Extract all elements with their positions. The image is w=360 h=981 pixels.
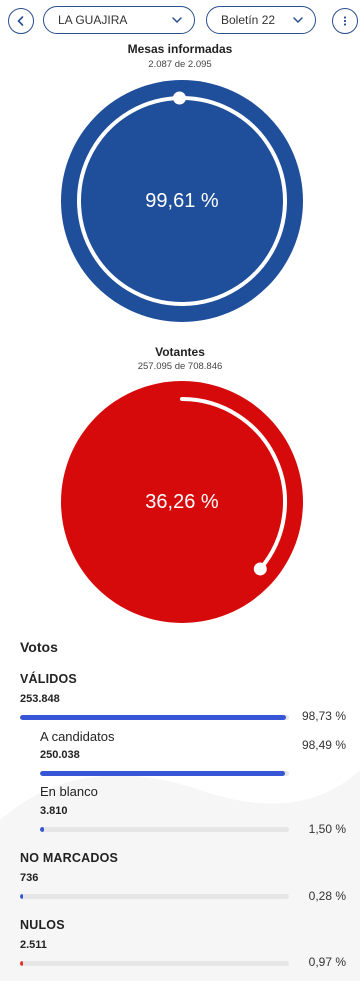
votos-title: Votos <box>20 639 58 655</box>
votantes-subtitle: 257.095 de 708.846 <box>137 361 223 372</box>
nulos-bar <box>20 961 289 966</box>
candidatos-bar-fill <box>40 771 286 776</box>
candidatos-count: 250.038 <box>40 749 80 761</box>
chevron-down-icon <box>172 17 182 24</box>
chevron-left-icon <box>17 16 24 26</box>
blanco-count: 3.810 <box>40 805 68 817</box>
mesas-donut: 99,61 % <box>61 80 303 322</box>
no-marcados-count: 736 <box>20 872 39 884</box>
mesas-title: Mesas informadas <box>127 42 233 56</box>
nulos-percent: 0,97 % <box>308 955 346 969</box>
nulos-bar-fill <box>20 961 24 966</box>
more-options-button[interactable] <box>332 8 358 34</box>
region-select-value: LA GUAJIRA <box>58 13 128 27</box>
mesas-progress-knob <box>172 91 186 105</box>
region-select[interactable]: LA GUAJIRA <box>43 6 195 34</box>
no-marcados-bar <box>20 894 289 899</box>
blanco-bar-fill <box>40 827 44 832</box>
background-decoration <box>0 770 360 981</box>
blanco-label: En blanco <box>40 784 98 799</box>
chevron-down-icon <box>293 17 303 24</box>
candidatos-label: A candidatos <box>40 729 115 744</box>
mesas-subtitle: 2.087 de 2.095 <box>148 59 212 70</box>
no-marcados-percent: 0,28 % <box>308 889 346 903</box>
votantes-title: Votantes <box>155 345 205 359</box>
validos-percent: 98,73 % <box>301 709 346 723</box>
votantes-donut: 36,26 % <box>61 381 303 623</box>
mesas-donut-disc <box>61 80 303 322</box>
mesas-percent: 99,61 % <box>145 190 219 212</box>
votantes-donut-disc <box>61 381 303 623</box>
bulletin-select-value: Boletín 22 <box>221 13 276 27</box>
validos-label: VÁLIDOS <box>20 672 77 686</box>
back-button[interactable] <box>8 8 34 34</box>
validos-bar-fill <box>20 715 286 720</box>
no-marcados-label: NO MARCADOS <box>20 851 119 865</box>
validos-count: 253.848 <box>20 693 60 705</box>
top-bar: LA GUAJIRA Boletín 22 <box>0 0 360 44</box>
bulletin-select[interactable]: Boletín 22 <box>206 6 316 34</box>
mesas-progress-arc <box>77 96 287 306</box>
votantes-progress-knob <box>253 562 267 576</box>
votantes-percent: 36,26 % <box>145 491 219 513</box>
more-vertical-icon <box>343 16 347 26</box>
validos-bar <box>20 715 289 720</box>
nulos-label: NULOS <box>20 918 65 932</box>
blanco-bar <box>40 827 289 832</box>
blanco-percent: 1,50 % <box>308 822 346 836</box>
candidatos-bar <box>40 771 289 776</box>
nulos-count: 2.511 <box>20 939 47 951</box>
votantes-progress-arc <box>180 397 287 571</box>
no-marcados-bar-fill <box>20 894 24 899</box>
candidatos-percent: 98,49 % <box>301 738 346 752</box>
